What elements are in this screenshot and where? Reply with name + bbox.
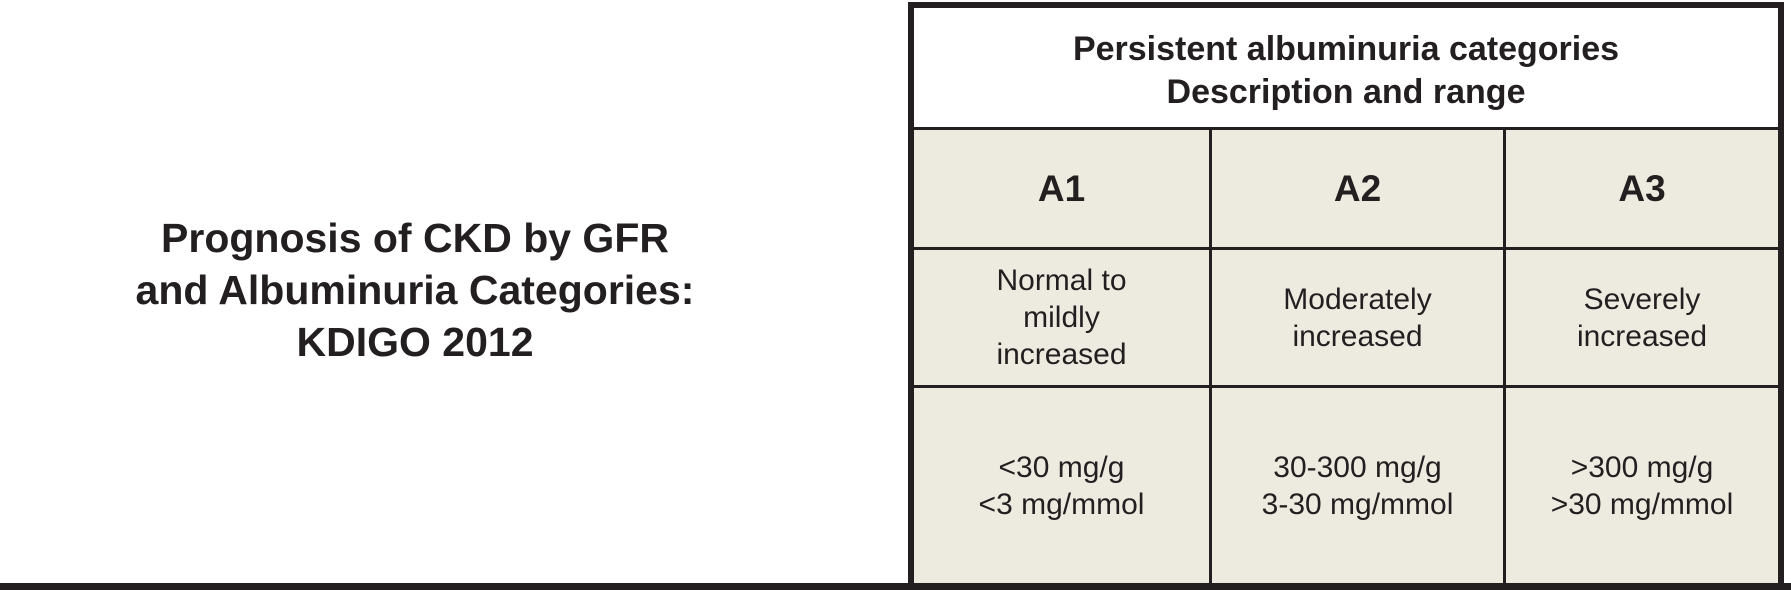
albuminuria-table: A1 A2 A3 Normal to mildly increased Mode… [908, 127, 1784, 583]
range-line: <3 mg/mmol [978, 487, 1145, 521]
desc-line: Severely [1583, 282, 1701, 316]
category-range-a2: 30-300 mg/g 3-30 mg/mmol [1212, 385, 1506, 583]
range-line: <30 mg/g [998, 450, 1125, 484]
title-line-3: KDIGO 2012 [296, 319, 534, 365]
desc-line: increased [996, 338, 1127, 371]
range-line: >300 mg/g [1570, 450, 1714, 484]
range-line: >30 mg/mmol [1550, 487, 1734, 521]
bottom-divider [0, 583, 1791, 590]
desc-line: increased [1576, 319, 1708, 353]
category-description-a3: Severely increased [1506, 247, 1778, 385]
header-line-2: Description and range [1166, 73, 1526, 111]
code-text: A2 [1333, 167, 1382, 209]
desc-line: Normal to [996, 264, 1127, 297]
title-line-1: Prognosis of CKD by GFR [161, 215, 669, 261]
range-line: 30-300 mg/g [1273, 450, 1442, 484]
header-line-1: Persistent albuminuria categories [1072, 30, 1620, 68]
code-text: A1 [1037, 167, 1086, 209]
title-line-2: and Albuminuria Categories: [135, 267, 695, 313]
category-range-a1: <30 mg/g <3 mg/mmol [914, 385, 1212, 583]
category-code-a1: A1 [914, 127, 1212, 247]
category-description-a1: Normal to mildly increased [914, 247, 1212, 385]
page-title: Prognosis of CKD by GFR and Albuminuria … [60, 212, 770, 368]
category-code-a2: A2 [1212, 127, 1506, 247]
range-line: 3-30 mg/mmol [1261, 487, 1454, 521]
category-description-a2: Moderately increased [1212, 247, 1506, 385]
desc-line: mildly [1023, 301, 1100, 334]
desc-line: Moderately [1283, 282, 1432, 316]
category-range-a3: >300 mg/g >30 mg/mmol [1506, 385, 1778, 583]
desc-line: increased [1292, 319, 1423, 353]
albuminuria-header: Persistent albuminuria categories Descri… [908, 2, 1784, 129]
code-text: A3 [1618, 167, 1666, 209]
category-code-a3: A3 [1506, 127, 1778, 247]
